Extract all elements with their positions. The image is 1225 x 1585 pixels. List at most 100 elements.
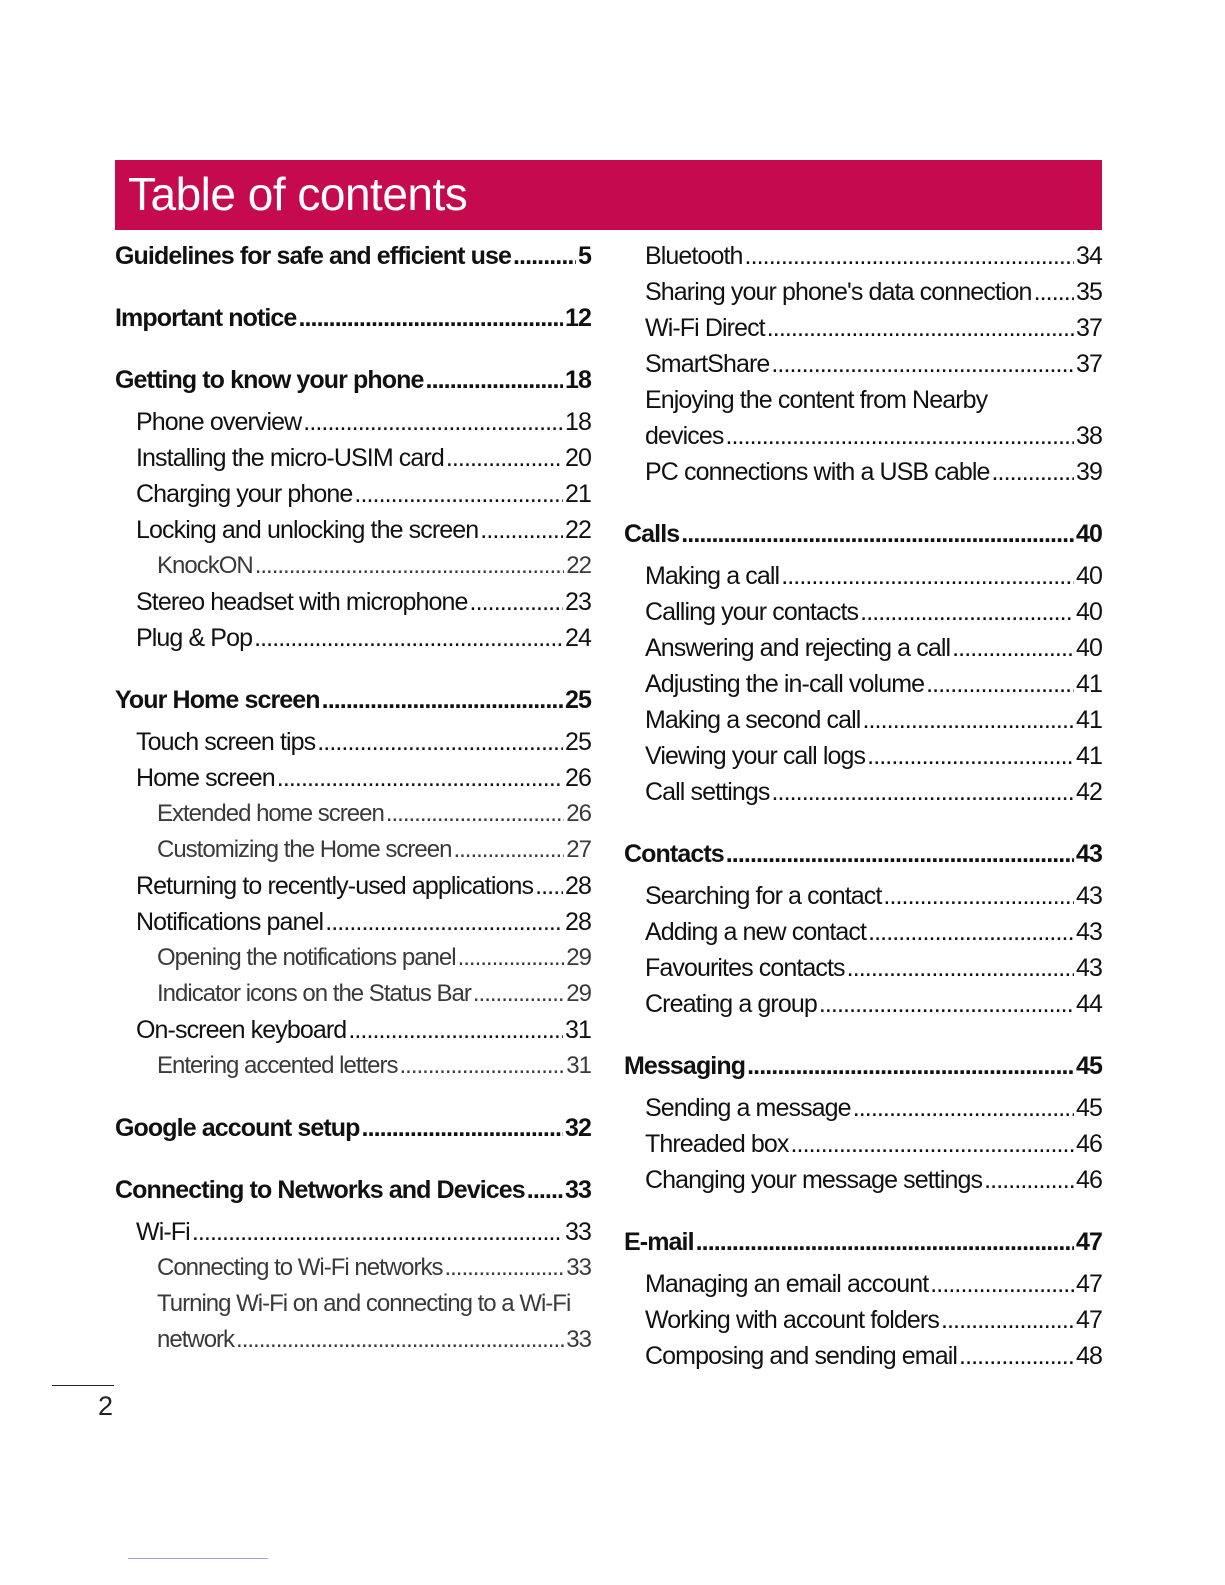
toc-entry-label: network: [157, 1326, 235, 1353]
toc-section-heading[interactable]: Your Home screen 25: [115, 682, 592, 718]
toc-entry-page: 5: [577, 242, 592, 270]
toc-entry[interactable]: KnockON 22: [115, 548, 592, 584]
dot-leader: [535, 868, 563, 904]
toc-entry[interactable]: Stereo headset with microphone 23: [115, 584, 592, 620]
toc-entry-page: 28: [564, 908, 592, 936]
toc-entry[interactable]: Answering and rejecting a call 40: [624, 630, 1103, 666]
dot-leader: [781, 558, 1074, 594]
toc-entry[interactable]: SmartShare 37: [624, 346, 1103, 382]
toc-entry-page: 42: [1075, 778, 1103, 806]
toc-section-heading[interactable]: E-mail 47: [624, 1224, 1103, 1260]
toc-entry[interactable]: Wi-Fi 33: [115, 1214, 592, 1250]
toc-entry[interactable]: Wi-Fi Direct 37: [624, 310, 1103, 346]
toc-entry[interactable]: network 33: [115, 1322, 592, 1358]
dot-leader: [860, 594, 1074, 630]
toc-entry-page: 44: [1075, 990, 1103, 1018]
toc-entry-page: 27: [566, 836, 592, 863]
toc-entry-label: Calling your contacts: [645, 598, 859, 626]
toc-entry[interactable]: Composing and sending email 48: [624, 1338, 1103, 1374]
toc-entry[interactable]: Returning to recently-used applications 2…: [115, 868, 592, 904]
title-banner: Table of contents: [115, 160, 1102, 230]
toc-section-heading[interactable]: Getting to know your phone 18: [115, 362, 592, 398]
toc-section-heading[interactable]: Guidelines for safe and efficient use 5: [115, 238, 592, 274]
dot-leader: [325, 904, 563, 940]
toc-entry[interactable]: Adding a new contact 43: [624, 914, 1103, 950]
toc-entry[interactable]: Home screen 26: [115, 760, 592, 796]
toc-entry[interactable]: Changing your message settings 46: [624, 1162, 1103, 1198]
toc-entry[interactable]: Searching for a contact 43: [624, 878, 1103, 914]
toc-entry[interactable]: Charging your phone 21: [115, 476, 592, 512]
toc-section-heading[interactable]: Important notice 12: [115, 300, 592, 336]
toc-entry-page: 26: [564, 764, 592, 792]
toc-entry[interactable]: Phone overview 18: [115, 404, 592, 440]
toc-entry[interactable]: Making a call 40: [624, 558, 1103, 594]
toc-section-heading[interactable]: Google account setup 32: [115, 1110, 592, 1146]
dot-leader: [317, 724, 563, 760]
toc-entry-page: 45: [1075, 1052, 1103, 1080]
toc-entry[interactable]: Entering accented letters 31: [115, 1048, 592, 1084]
toc-entry-page: 33: [566, 1326, 592, 1353]
toc-entry-page: 47: [1075, 1270, 1103, 1298]
toc-section-heading[interactable]: Messaging 45: [624, 1048, 1103, 1084]
toc-entry[interactable]: Making a second call 41: [624, 702, 1103, 738]
toc-entry[interactable]: Calling your contacts 40: [624, 594, 1103, 630]
toc-right-column: Bluetooth 34 Sharing your phone's data con…: [624, 238, 1103, 1374]
dot-leader: [255, 548, 565, 584]
toc-entry-page: 43: [1075, 840, 1103, 868]
toc-entry[interactable]: Indicator icons on the Status Bar 29: [115, 976, 592, 1012]
toc-entry-page: 33: [564, 1176, 592, 1204]
toc-entry-label: PC connections with a USB cable: [645, 458, 990, 486]
toc-entry[interactable]: Favourites contacts 43: [624, 950, 1103, 986]
toc-entry[interactable]: devices 38: [624, 418, 1103, 454]
toc-entry[interactable]: Notifications panel 28: [115, 904, 592, 940]
toc-entry[interactable]: Sharing your phone's data connection 35: [624, 274, 1103, 310]
toc-entry[interactable]: Threaded box 46: [624, 1126, 1103, 1162]
dot-leader: [941, 1302, 1074, 1338]
toc-section-heading[interactable]: Calls 40: [624, 516, 1103, 552]
toc-entry[interactable]: Working with account folders 47: [624, 1302, 1103, 1338]
toc-entry-page: 26: [566, 800, 592, 827]
toc-entry[interactable]: Adjusting the in-call volume 41: [624, 666, 1103, 702]
dot-leader: [883, 878, 1074, 914]
toc-entry[interactable]: Installing the micro-USIM card 20: [115, 440, 592, 476]
toc-entry-page: 43: [1075, 954, 1103, 982]
toc-entry[interactable]: Call settings 42: [624, 774, 1103, 810]
toc-entry[interactable]: Connecting to Wi-Fi networks 33: [115, 1250, 592, 1286]
toc-entry[interactable]: Viewing your call logs 41: [624, 738, 1103, 774]
toc-entry-label: Opening the notifications panel: [157, 944, 457, 971]
toc-entry-page: 47: [1075, 1228, 1103, 1256]
toc-entry-page: 20: [564, 444, 592, 472]
toc-entry-label: Connecting to Wi-Fi networks: [157, 1254, 443, 1281]
toc-entry[interactable]: Opening the notifications panel 29: [115, 940, 592, 976]
toc-entry[interactable]: Sending a message 45: [624, 1090, 1103, 1126]
toc-entry-page: 29: [566, 944, 592, 971]
toc-entry[interactable]: On-screen keyboard 31: [115, 1012, 592, 1048]
dot-leader: [322, 682, 563, 718]
toc-section-heading[interactable]: Connecting to Networks and Devices 33: [115, 1172, 592, 1208]
toc-entry-label: Indicator icons on the Status Bar: [157, 980, 472, 1007]
toc-entry-label: Your Home screen: [115, 686, 321, 714]
dot-leader: [298, 300, 563, 336]
toc-entry-label: Composing and sending email: [645, 1342, 958, 1370]
toc-entry[interactable]: PC connections with a USB cable 39: [624, 454, 1103, 490]
toc-entry[interactable]: Bluetooth 34: [624, 238, 1103, 274]
toc-entry[interactable]: Touch screen tips 25: [115, 724, 592, 760]
dot-leader: [386, 796, 564, 832]
dot-leader: [444, 1250, 564, 1286]
toc-entry-label: Searching for a contact: [645, 882, 882, 910]
toc-entry[interactable]: Locking and unlocking the screen 22: [115, 512, 592, 548]
toc-entry[interactable]: Plug & Pop 24: [115, 620, 592, 656]
toc-entry-label: Getting to know your phone: [115, 366, 424, 394]
toc-entry[interactable]: Extended home screen 26: [115, 796, 592, 832]
toc-entry[interactable]: Managing an email account 47: [624, 1266, 1103, 1302]
toc-entry-page: 34: [1075, 242, 1103, 270]
toc-entry[interactable]: Customizing the Home screen 27: [115, 832, 592, 868]
toc-section-heading[interactable]: Contacts 43: [624, 836, 1103, 872]
dot-leader: [681, 516, 1074, 552]
toc-entry[interactable]: Creating a group 44: [624, 986, 1103, 1022]
toc-entry-page: 33: [566, 1254, 592, 1281]
toc-entry-label: Threaded box: [645, 1130, 789, 1158]
toc-entry-label: Touch screen tips: [136, 728, 316, 756]
toc-entry-page: 46: [1075, 1130, 1103, 1158]
page-number: 2: [98, 1391, 114, 1421]
